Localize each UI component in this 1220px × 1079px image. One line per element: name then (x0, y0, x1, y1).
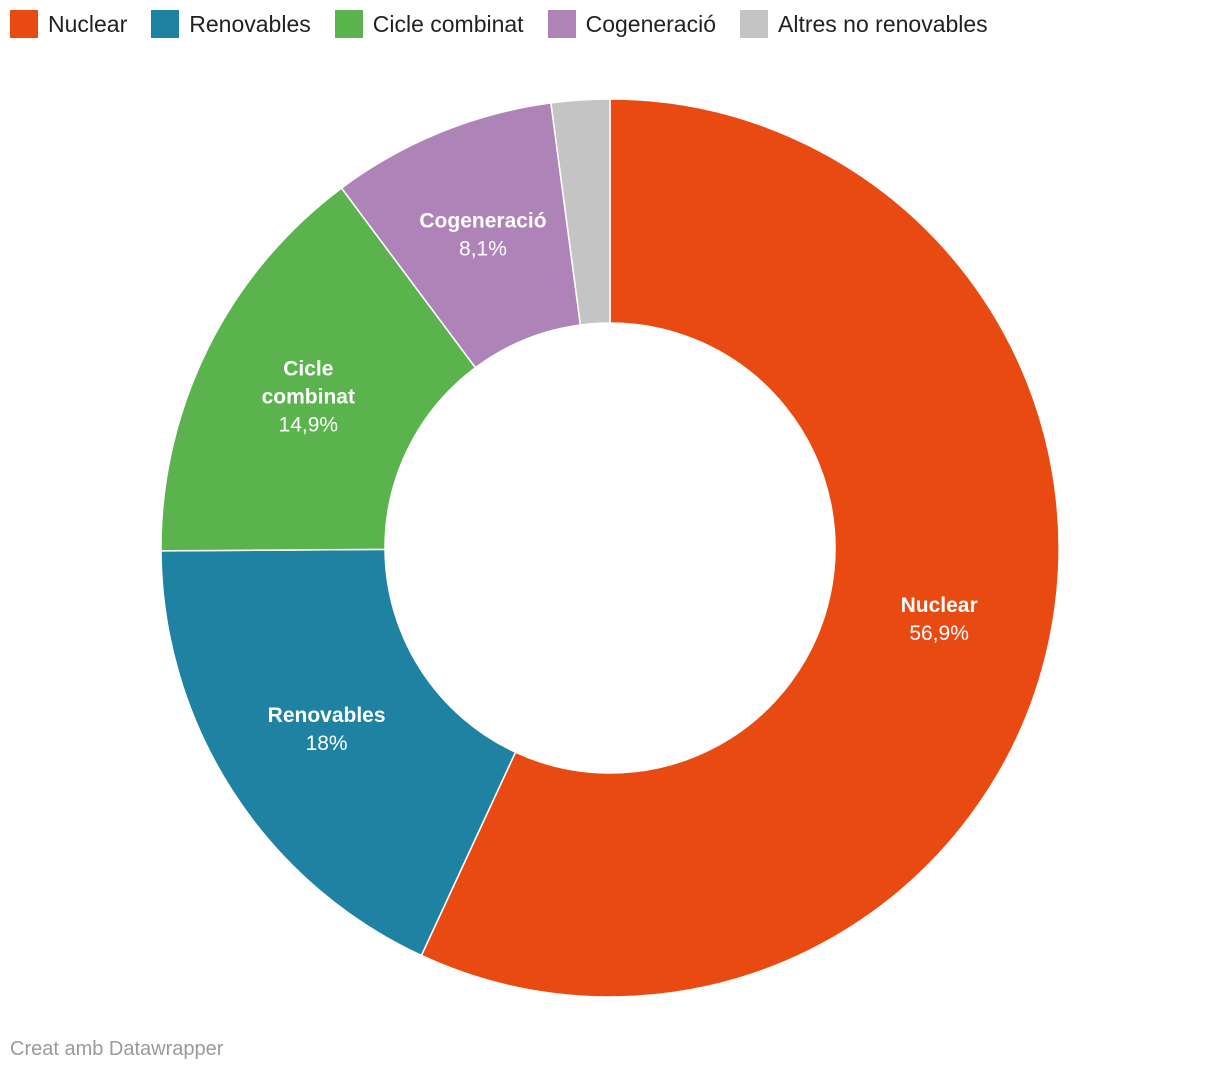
slice-label: Cicle combinat 14,9% (262, 357, 355, 436)
footer-credit: Creat amb Datawrapper (10, 1038, 224, 1060)
legend-label: Cogeneració (585, 10, 716, 37)
legend-swatch (740, 10, 768, 38)
slice-label-name: Nuclear (901, 594, 978, 617)
legend: Nuclear Renovables Cicle combinat Cogenerac… (10, 9, 1012, 39)
donut-slice (550, 98, 611, 326)
slice-label: Cogeneració 8,1% (419, 209, 546, 260)
legend-item: Nuclear (10, 10, 127, 38)
slice-label-name: Cogeneració (419, 209, 546, 232)
slice-label-value: 8,1% (459, 237, 507, 260)
legend-item: Cicle combinat (334, 10, 524, 38)
slice-label: Nuclear 56,9% (901, 594, 978, 645)
legend-item: Cogeneració (547, 10, 716, 38)
legend-item: Renovables (151, 10, 311, 38)
legend-item: Altres no renovables (740, 10, 988, 38)
donut-slice (160, 548, 517, 957)
slice-label-name: Cicle (283, 357, 333, 380)
legend-swatch (10, 10, 38, 38)
donut-slice (420, 98, 1060, 998)
slice-label-value: 14,9% (279, 413, 339, 436)
donut-slice (160, 187, 477, 552)
slice-label: Renovables 18% (268, 704, 386, 755)
legend-label: Cicle combinat (372, 10, 524, 37)
legend-label: Renovables (189, 10, 311, 37)
legend-label: Nuclear (48, 10, 128, 37)
slice-label-value: 18% (306, 732, 348, 755)
legend-swatch (334, 10, 363, 38)
slice-label-value: 56,9% (909, 622, 969, 645)
slice-label-name: combinat (262, 385, 355, 408)
legend-swatch (547, 10, 576, 38)
slice-label-name: Renovables (268, 704, 386, 727)
legend-swatch (151, 10, 180, 38)
legend-label: Altres no renovables (778, 10, 988, 37)
